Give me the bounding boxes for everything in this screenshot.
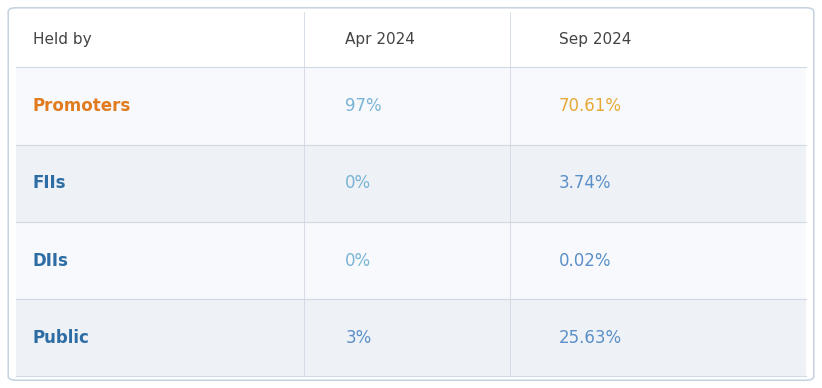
Text: FIIs: FIIs: [33, 174, 67, 192]
Text: Sep 2024: Sep 2024: [559, 32, 631, 47]
Text: 70.61%: 70.61%: [559, 97, 622, 115]
Text: Held by: Held by: [33, 32, 91, 47]
Bar: [16, 299, 806, 376]
Text: 97%: 97%: [345, 97, 382, 115]
Text: Public: Public: [33, 329, 90, 347]
Text: DIIs: DIIs: [33, 251, 69, 270]
Bar: [16, 145, 806, 222]
Text: 3%: 3%: [345, 329, 372, 347]
Text: Promoters: Promoters: [33, 97, 132, 115]
FancyBboxPatch shape: [8, 8, 814, 380]
Text: 0.02%: 0.02%: [559, 251, 612, 270]
Text: 25.63%: 25.63%: [559, 329, 622, 347]
Text: 0%: 0%: [345, 174, 372, 192]
Bar: [16, 68, 806, 145]
Text: Apr 2024: Apr 2024: [345, 32, 415, 47]
Bar: [16, 222, 806, 299]
Text: 3.74%: 3.74%: [559, 174, 612, 192]
Text: 0%: 0%: [345, 251, 372, 270]
